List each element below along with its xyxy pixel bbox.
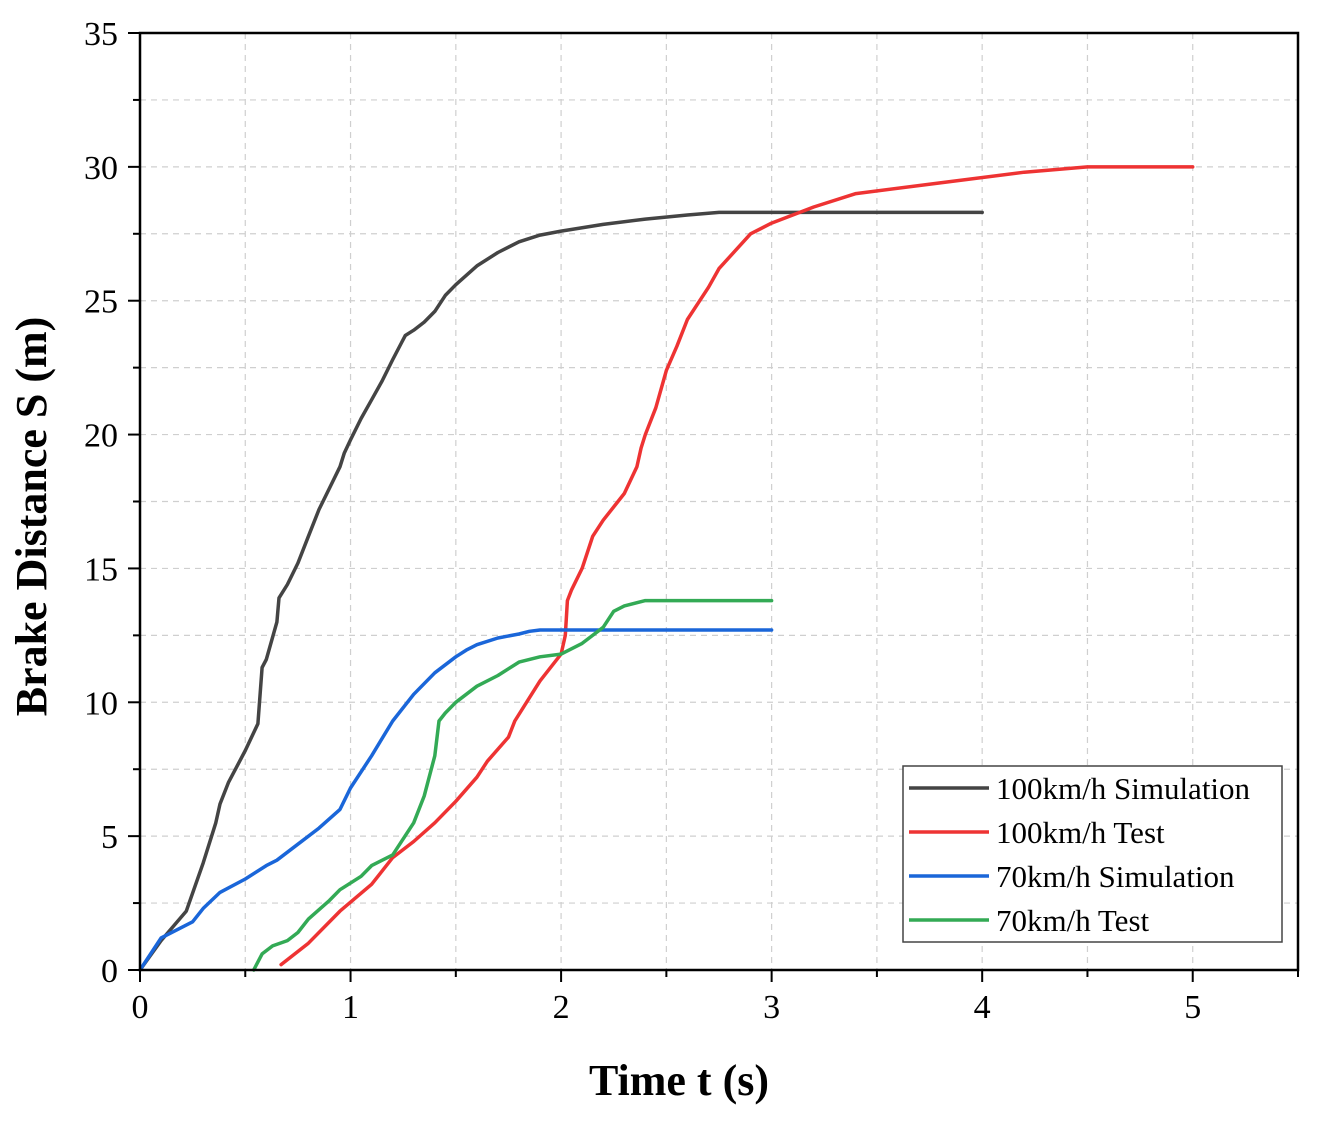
x-tick-label: 2: [553, 989, 570, 1026]
series-line-1: [138, 210, 984, 972]
series-line-3: [138, 628, 774, 972]
legend-label-2: 100km/h Test: [996, 815, 1165, 850]
y-tick-label: 30: [84, 150, 118, 187]
legend: 100km/h Simulation 100km/h Test 70km/h Sim…: [902, 765, 1283, 943]
y-tick-label: 10: [84, 685, 118, 722]
y-tick-labels: 0 5 10 15 20 25 30 35: [84, 16, 118, 990]
y-tick-label: 5: [101, 819, 118, 856]
x-tick-label: 3: [763, 989, 780, 1026]
x-tick-label: 1: [342, 989, 359, 1026]
x-tick-label: 0: [132, 989, 149, 1026]
axis-ticks: [128, 32, 1299, 982]
legend-box: [902, 765, 1283, 943]
series-lines: [138, 165, 1195, 972]
x-axis-title: Time t (s): [589, 1056, 769, 1105]
y-tick-label: 0: [101, 953, 118, 990]
legend-label-1: 100km/h Simulation: [996, 771, 1251, 806]
y-tick-label: 20: [84, 418, 118, 455]
series-line-4: [251, 598, 774, 972]
x-tick-labels: 0 1 2 3 4 5: [132, 989, 1202, 1026]
x-tick-label: 4: [974, 989, 991, 1026]
legend-label-4: 70km/h Test: [996, 903, 1150, 938]
y-tick-label: 25: [84, 284, 118, 321]
y-tick-label: 35: [84, 16, 118, 53]
series-line-2: [279, 165, 1195, 967]
x-tick-label: 5: [1184, 989, 1201, 1026]
y-axis-title: Brake Distance S (m): [7, 317, 56, 717]
y-tick-label: 15: [84, 551, 118, 588]
legend-label-3: 70km/h Simulation: [996, 859, 1235, 894]
